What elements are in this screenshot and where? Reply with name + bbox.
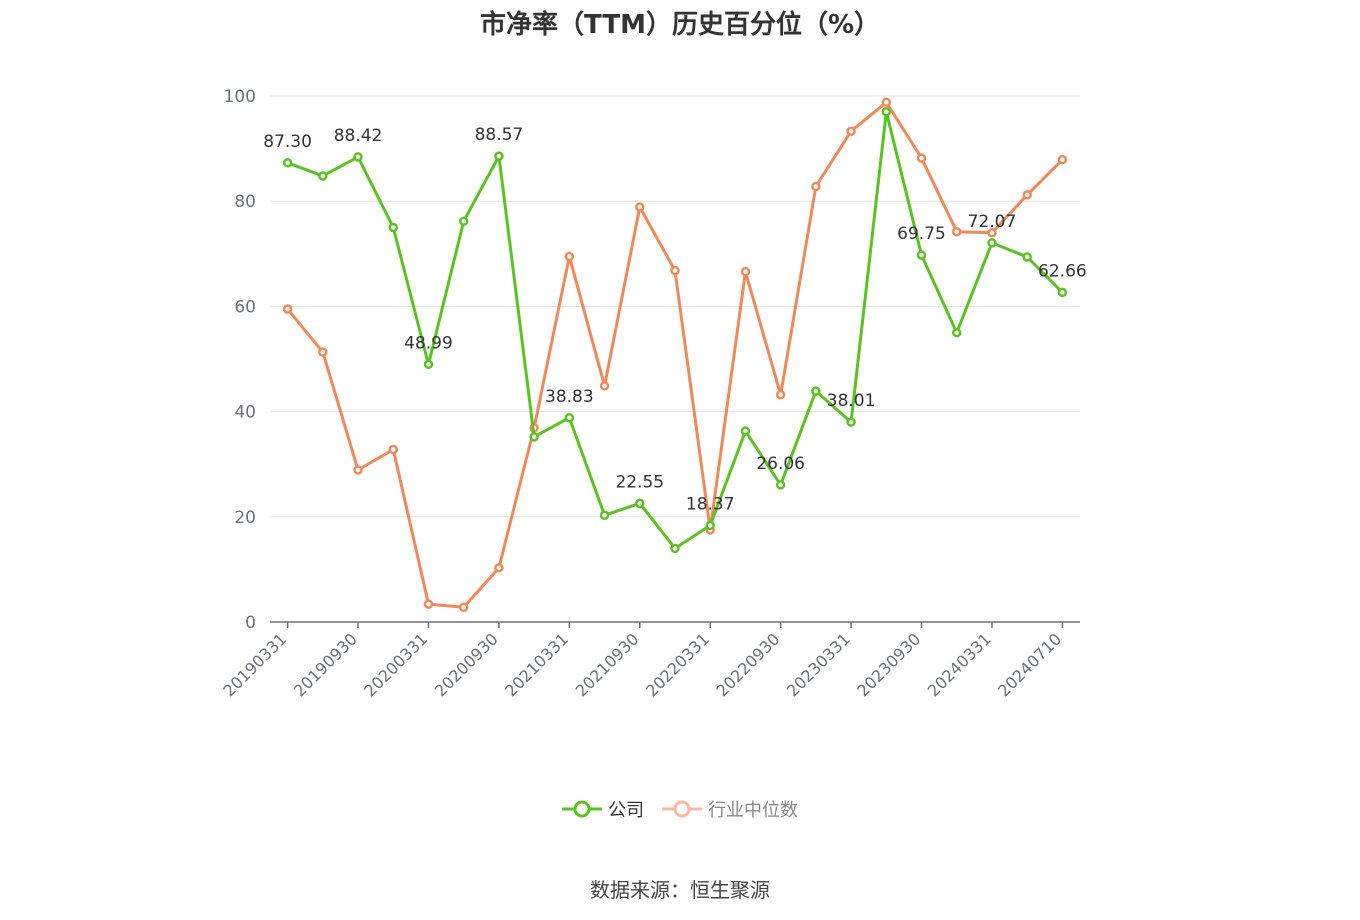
- y-tick-label: 60: [234, 297, 256, 317]
- industry-point: [740, 266, 751, 277]
- industry-point: [1057, 154, 1068, 165]
- company-point: [282, 158, 293, 168]
- industry-point: [951, 226, 962, 237]
- industry-point: [916, 153, 927, 163]
- data-label: 18.37: [686, 494, 735, 514]
- data-label: 38.83: [545, 387, 594, 407]
- company-point: [494, 151, 504, 161]
- industry-point: [811, 181, 821, 192]
- x-tick-label: 20200331: [360, 629, 431, 700]
- industry-point: [599, 381, 610, 391]
- industry-point: [775, 390, 786, 400]
- company-point: [881, 107, 892, 117]
- data-label: 72.07: [968, 212, 1017, 232]
- x-tick-label: 20220930: [712, 629, 783, 700]
- data-label: 38.01: [827, 391, 876, 411]
- data-label: 62.66: [1038, 261, 1087, 281]
- y-tick-label: 0: [245, 613, 256, 633]
- industry-point: [494, 563, 504, 573]
- y-tick-label: 100: [224, 87, 256, 107]
- company-line: [287, 110, 1064, 550]
- company-point: [916, 250, 927, 260]
- industry-point: [846, 126, 856, 136]
- industry-point: [564, 251, 575, 262]
- y-tick-label: 40: [234, 403, 256, 423]
- legend-industry-label: 行业中位数: [708, 800, 798, 821]
- company-point: [1057, 287, 1068, 298]
- x-tick-label: 20210331: [501, 629, 572, 700]
- legend-company-label: 公司: [608, 800, 644, 821]
- company-point: [353, 152, 363, 162]
- x-tick-label: 20220331: [642, 629, 713, 700]
- company-point: [388, 222, 399, 233]
- legend-item-company[interactable]: 公司: [562, 796, 644, 822]
- data-label: 87.30: [263, 132, 312, 152]
- industry-point: [423, 599, 434, 609]
- company-point: [529, 432, 539, 442]
- legend-company-marker: [562, 800, 602, 818]
- industry-point: [458, 602, 469, 613]
- company-point: [318, 171, 328, 181]
- legend-item-industry[interactable]: 行业中位数: [662, 796, 798, 822]
- chart-title: 市净率（TTM）历史百分位（%）: [480, 10, 880, 40]
- company-point: [951, 327, 962, 338]
- data-label: 22.55: [615, 472, 664, 492]
- x-tick-label: 20200930: [431, 629, 502, 700]
- company-point: [987, 238, 997, 248]
- company-point: [458, 216, 469, 226]
- data-label: 88.57: [475, 125, 524, 145]
- company-point: [423, 359, 434, 370]
- legend-industry-marker: [662, 800, 702, 818]
- company-point: [635, 498, 645, 509]
- company-point: [846, 417, 856, 427]
- industry-line: [286, 100, 1064, 609]
- y-tick-label: 80: [234, 192, 256, 212]
- x-tick-label: 20240710: [994, 629, 1065, 700]
- x-tick-label: 20230930: [853, 629, 924, 700]
- industry-point: [635, 202, 645, 212]
- data-label: 48.99: [404, 333, 453, 353]
- industry-point: [282, 304, 293, 314]
- x-tick-label: 20190930: [290, 629, 361, 700]
- company-point: [670, 543, 680, 554]
- legend: 公司 行业中位数: [0, 796, 1360, 822]
- industry-point: [353, 465, 363, 475]
- company-point: [1022, 252, 1032, 262]
- line-chart: 0 20 40 60 80 100 20190331 20190930 20200331 2020…: [219, 87, 1087, 700]
- company-point: [775, 480, 786, 490]
- company-point: [599, 510, 610, 520]
- x-tick-label: 20190331: [219, 629, 290, 700]
- industry-point: [987, 228, 997, 238]
- company-point: [811, 386, 821, 396]
- x-tick-label: 20210930: [572, 629, 643, 700]
- x-tick-label: 20240331: [924, 629, 995, 700]
- data-label: 26.06: [756, 454, 805, 474]
- x-tick-label: 20230331: [783, 629, 854, 700]
- industry-point: [1022, 190, 1032, 200]
- industry-point: [318, 347, 328, 357]
- industry-point: [881, 97, 892, 108]
- company-point: [705, 520, 715, 531]
- industry-point: [388, 444, 399, 455]
- data-label: 88.42: [334, 126, 383, 146]
- company-point: [740, 426, 751, 436]
- data-source: 数据来源：恒生聚源: [590, 878, 770, 902]
- y-tick-label: 20: [234, 508, 256, 528]
- data-label: 69.75: [897, 224, 946, 244]
- industry-point: [670, 265, 680, 276]
- company-point: [564, 413, 575, 423]
